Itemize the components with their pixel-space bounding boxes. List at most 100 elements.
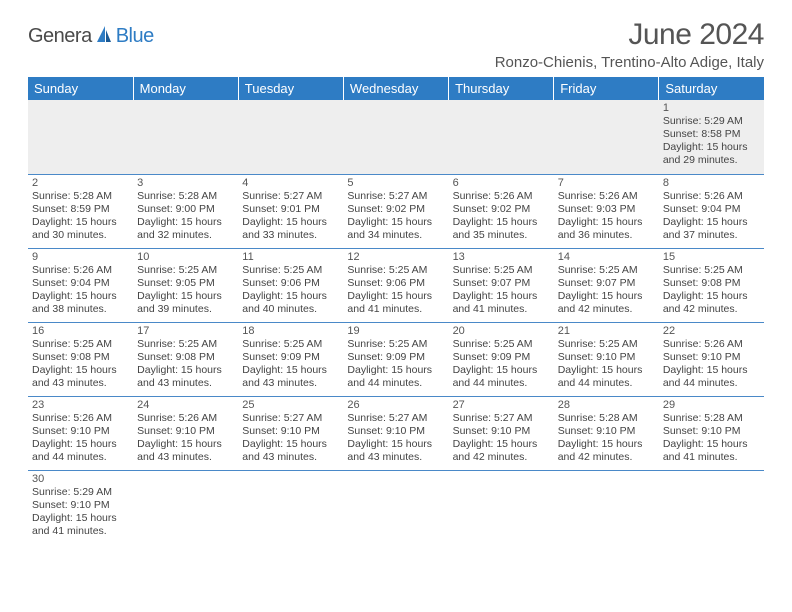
day-info-line: Sunset: 9:09 PM — [347, 351, 444, 364]
calendar-day-cell: 15Sunrise: 5:25 AMSunset: 9:08 PMDayligh… — [659, 248, 764, 322]
day-info-line: and 42 minutes. — [453, 451, 550, 464]
calendar-day-cell: 5Sunrise: 5:27 AMSunset: 9:02 PMDaylight… — [343, 174, 448, 248]
day-info-line: Sunrise: 5:26 AM — [663, 190, 760, 203]
calendar-day-cell: 4Sunrise: 5:27 AMSunset: 9:01 PMDaylight… — [238, 174, 343, 248]
calendar-day-cell: 27Sunrise: 5:27 AMSunset: 9:10 PMDayligh… — [449, 396, 554, 470]
calendar-day-cell — [28, 100, 133, 174]
day-info-line: Sunrise: 5:25 AM — [453, 264, 550, 277]
day-info-line: Sunrise: 5:25 AM — [558, 264, 655, 277]
day-info-line: Sunset: 9:10 PM — [663, 425, 760, 438]
day-info-line: and 41 minutes. — [663, 451, 760, 464]
day-info-line: Sunrise: 5:28 AM — [137, 190, 234, 203]
weekday-header: Tuesday — [238, 77, 343, 100]
day-info-line: Daylight: 15 hours — [663, 438, 760, 451]
day-info-line: Daylight: 15 hours — [453, 290, 550, 303]
day-info-line: Sunrise: 5:25 AM — [242, 264, 339, 277]
day-info-line: Sunrise: 5:26 AM — [137, 412, 234, 425]
day-info-line: and 40 minutes. — [242, 303, 339, 316]
calendar-day-cell: 29Sunrise: 5:28 AMSunset: 9:10 PMDayligh… — [659, 396, 764, 470]
day-info-line: Sunset: 9:08 PM — [137, 351, 234, 364]
calendar-day-cell: 17Sunrise: 5:25 AMSunset: 9:08 PMDayligh… — [133, 322, 238, 396]
day-info-line: Sunset: 9:08 PM — [663, 277, 760, 290]
day-number: 15 — [663, 251, 760, 263]
calendar-day-cell: 12Sunrise: 5:25 AMSunset: 9:06 PMDayligh… — [343, 248, 448, 322]
day-info-line: and 41 minutes. — [347, 303, 444, 316]
weekday-header: Monday — [133, 77, 238, 100]
day-info-line: Sunrise: 5:25 AM — [347, 338, 444, 351]
day-info-line: Daylight: 15 hours — [32, 364, 129, 377]
day-number: 9 — [32, 251, 129, 263]
day-info-line: and 43 minutes. — [242, 377, 339, 390]
day-info-line: and 35 minutes. — [453, 229, 550, 242]
day-info-line: Daylight: 15 hours — [663, 141, 760, 154]
day-info-line: Daylight: 15 hours — [242, 216, 339, 229]
day-info-line: and 44 minutes. — [453, 377, 550, 390]
day-info-line: Daylight: 15 hours — [32, 512, 129, 525]
day-info-line: Sunrise: 5:26 AM — [558, 190, 655, 203]
day-info-line: Daylight: 15 hours — [558, 438, 655, 451]
day-info-line: Sunrise: 5:25 AM — [663, 264, 760, 277]
calendar-header-row: SundayMondayTuesdayWednesdayThursdayFrid… — [28, 77, 764, 100]
day-info-line: and 39 minutes. — [137, 303, 234, 316]
day-info-line: and 44 minutes. — [663, 377, 760, 390]
day-info-line: Sunrise: 5:28 AM — [663, 412, 760, 425]
day-info-line: Sunrise: 5:27 AM — [242, 412, 339, 425]
day-info-line: Sunset: 9:10 PM — [32, 425, 129, 438]
calendar-day-cell — [449, 470, 554, 544]
calendar-day-cell: 6Sunrise: 5:26 AMSunset: 9:02 PMDaylight… — [449, 174, 554, 248]
day-info-line: Sunrise: 5:28 AM — [32, 190, 129, 203]
day-number: 16 — [32, 325, 129, 337]
calendar-day-cell: 28Sunrise: 5:28 AMSunset: 9:10 PMDayligh… — [554, 396, 659, 470]
day-info-line: and 41 minutes. — [453, 303, 550, 316]
day-info-line: Daylight: 15 hours — [137, 438, 234, 451]
day-info-line: Sunset: 9:09 PM — [453, 351, 550, 364]
day-info-line: and 44 minutes. — [32, 451, 129, 464]
day-info-line: Sunset: 9:03 PM — [558, 203, 655, 216]
day-info-line: Sunset: 9:04 PM — [663, 203, 760, 216]
day-number: 11 — [242, 251, 339, 263]
day-info-line: and 42 minutes. — [558, 451, 655, 464]
day-info-line: Daylight: 15 hours — [242, 290, 339, 303]
day-info-line: Sunset: 9:06 PM — [242, 277, 339, 290]
day-info-line: Sunrise: 5:25 AM — [32, 338, 129, 351]
calendar-day-cell — [133, 100, 238, 174]
day-number: 21 — [558, 325, 655, 337]
day-info-line: Daylight: 15 hours — [347, 364, 444, 377]
calendar-day-cell: 21Sunrise: 5:25 AMSunset: 9:10 PMDayligh… — [554, 322, 659, 396]
calendar-day-cell: 20Sunrise: 5:25 AMSunset: 9:09 PMDayligh… — [449, 322, 554, 396]
day-number: 12 — [347, 251, 444, 263]
day-info-line: Daylight: 15 hours — [347, 290, 444, 303]
day-info-line: Daylight: 15 hours — [558, 216, 655, 229]
day-number: 13 — [453, 251, 550, 263]
day-info-line: and 34 minutes. — [347, 229, 444, 242]
calendar-week-row: 2Sunrise: 5:28 AMSunset: 8:59 PMDaylight… — [28, 174, 764, 248]
day-number: 18 — [242, 325, 339, 337]
calendar-day-cell — [554, 100, 659, 174]
weekday-header: Friday — [554, 77, 659, 100]
day-info-line: Daylight: 15 hours — [663, 364, 760, 377]
day-number: 30 — [32, 473, 129, 485]
day-info-line: Sunrise: 5:27 AM — [347, 190, 444, 203]
day-info-line: Daylight: 15 hours — [453, 438, 550, 451]
day-number: 23 — [32, 399, 129, 411]
day-info-line: Sunset: 9:10 PM — [137, 425, 234, 438]
day-info-line: and 36 minutes. — [558, 229, 655, 242]
calendar-week-row: 30Sunrise: 5:29 AMSunset: 9:10 PMDayligh… — [28, 470, 764, 544]
day-info-line: Daylight: 15 hours — [663, 290, 760, 303]
calendar-page: Genera Blue June 2024 Ronzo-Chienis, Tre… — [0, 0, 792, 544]
day-info-line: Sunset: 9:10 PM — [663, 351, 760, 364]
day-info-line: Daylight: 15 hours — [558, 364, 655, 377]
day-info-line: Daylight: 15 hours — [242, 364, 339, 377]
calendar-day-cell — [133, 470, 238, 544]
calendar-day-cell: 23Sunrise: 5:26 AMSunset: 9:10 PMDayligh… — [28, 396, 133, 470]
day-number: 28 — [558, 399, 655, 411]
day-info-line: Sunrise: 5:27 AM — [347, 412, 444, 425]
day-info-line: and 29 minutes. — [663, 154, 760, 167]
day-info-line: Daylight: 15 hours — [137, 364, 234, 377]
calendar-day-cell: 1Sunrise: 5:29 AMSunset: 8:58 PMDaylight… — [659, 100, 764, 174]
day-info-line: and 32 minutes. — [137, 229, 234, 242]
day-info-line: Daylight: 15 hours — [32, 438, 129, 451]
day-number: 19 — [347, 325, 444, 337]
calendar-day-cell — [343, 470, 448, 544]
day-info-line: and 38 minutes. — [32, 303, 129, 316]
